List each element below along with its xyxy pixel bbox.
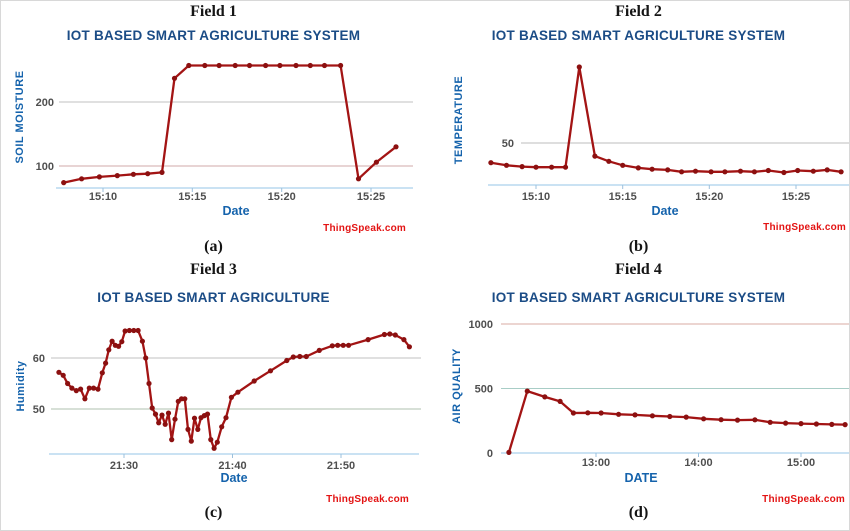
field3-x-axis-label: Date [220,471,248,485]
svg-text:15:00: 15:00 [787,457,815,469]
svg-text:13:00: 13:00 [582,457,610,469]
field4-label: Field 4 [615,261,662,278]
svg-text:15:20: 15:20 [695,191,723,203]
field4-x-axis-label: DATE [624,471,658,485]
field1-label: Field 1 [190,3,237,20]
field1-panel: Field 1 IOT BASED SMART AGRICULTURE SYST… [1,1,426,255]
figure-caption-c: (c) [204,504,223,521]
field4-panel: Field 4 IOT BASED SMART AGRICULTURE SYST… [426,253,849,530]
field3-panel: Field 3 IOT BASED SMART AGRICULTURE Humi… [1,253,426,530]
svg-text:60: 60 [33,353,45,365]
thingspeak-link[interactable]: ThingSpeak.com [326,494,409,505]
svg-text:15:15: 15:15 [178,191,206,203]
svg-text:0: 0 [487,448,493,460]
field2-panel: Field 2 IOT BASED SMART AGRICULTURE SYST… [426,1,849,255]
svg-text:50: 50 [33,404,45,416]
thingspeak-link[interactable]: ThingSpeak.com [763,222,846,233]
thingspeak-link[interactable]: ThingSpeak.com [762,494,845,505]
svg-text:21:30: 21:30 [110,460,138,472]
field1-chart-title: IOT BASED SMART AGRICULTURE SYSTEM [66,28,361,43]
figure-caption-d: (d) [628,504,649,521]
air-quality-chart: 13:00 14:00 15:00 0 500 1000 [469,319,849,469]
soil-moisture-chart: 15:10 15:15 15:20 15:25 100 200 [36,62,413,203]
svg-text:15:10: 15:10 [522,191,550,203]
svg-text:15:20: 15:20 [268,191,296,203]
field2-x-axis-label: Date [651,204,679,218]
svg-text:21:40: 21:40 [218,460,246,472]
svg-text:14:00: 14:00 [684,457,712,469]
svg-text:15:25: 15:25 [782,191,810,203]
field3-label: Field 3 [190,261,237,278]
figure-caption-b: (b) [628,238,649,255]
figure-caption-a: (a) [204,238,223,255]
field2-chart-title: IOT BASED SMART AGRICULTURE SYSTEM [491,28,786,43]
field4-chart-title: IOT BASED SMART AGRICULTURE SYSTEM [491,290,786,305]
field3-chart-title: IOT BASED SMART AGRICULTURE [97,290,330,305]
svg-text:200: 200 [36,97,54,109]
field2-label: Field 2 [615,3,662,20]
field1-x-axis-label: Date [222,204,250,218]
svg-text:50: 50 [502,138,514,150]
svg-text:21:50: 21:50 [327,460,355,472]
temperature-chart: 15:10 15:15 15:20 15:25 50 [488,64,849,203]
svg-text:1000: 1000 [469,319,493,331]
svg-text:15:10: 15:10 [89,191,117,203]
humidity-chart: 21:30 21:40 21:50 50 60 [33,327,421,472]
thingspeak-link[interactable]: ThingSpeak.com [323,223,406,234]
svg-text:100: 100 [36,161,54,173]
svg-text:15:25: 15:25 [357,191,385,203]
svg-text:15:15: 15:15 [609,191,637,203]
svg-text:500: 500 [475,384,493,396]
